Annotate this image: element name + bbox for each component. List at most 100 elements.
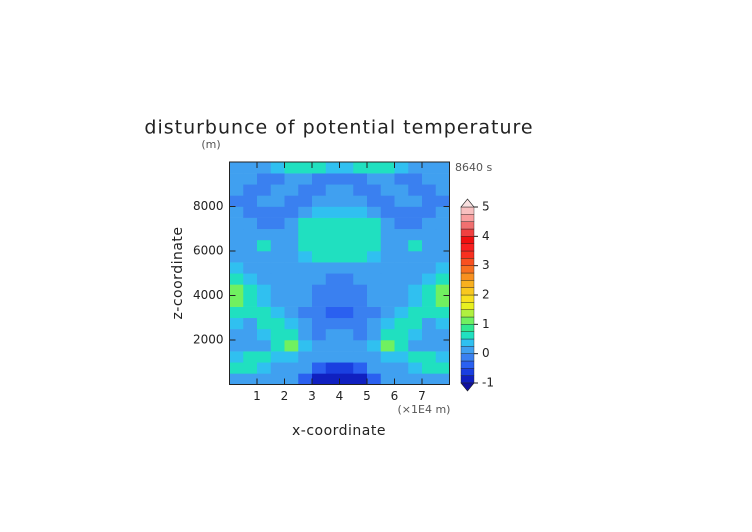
contour-cell [367,340,382,352]
contour-cell [394,328,409,341]
contour-cell [435,328,450,341]
contour-cell [284,217,299,230]
contour-cell [325,340,340,352]
contour-cell [257,328,272,341]
contour-cell [243,206,258,218]
contour-cell [394,362,409,374]
colorbar-segment [460,316,475,325]
contour-cell [367,217,382,230]
contour-cell [298,373,313,385]
contour-cell [367,262,382,274]
contour-cell [270,317,285,330]
contour-cell [284,273,299,285]
contour-cell [243,340,258,352]
contour-cell [298,206,313,218]
contour-cell [435,273,450,285]
contour-cell [353,228,368,241]
contour-cell [229,373,244,385]
contour-cell [339,217,354,230]
contour-cell [229,351,244,363]
contour-cell [312,262,327,274]
contour-cell [339,184,354,196]
contour-cell [243,284,258,296]
contour-cell [229,251,244,263]
contour-cell [339,251,354,263]
contour-cell [394,273,409,285]
contour-cell [394,351,409,363]
contour-cell [298,173,313,185]
contour-cell [243,173,258,185]
contour-cell [325,328,340,341]
contour-cell [270,273,285,285]
contour-cell [284,262,299,274]
contour-cell [435,206,450,218]
contour-cell [408,373,423,385]
contour-cell [408,251,423,263]
contour-cell [380,173,395,185]
contour-cell [422,162,437,174]
contour-cell [257,162,272,174]
contour-cell [229,317,244,330]
contour-cell [298,239,313,252]
contour-cell [380,239,395,252]
x-tick-label: 7 [418,389,426,403]
contour-cell [380,184,395,196]
contour-cell [422,184,437,196]
contour-cell [257,295,272,307]
contour-cell [353,162,368,174]
contour-cell [339,340,354,352]
contour-cell [270,284,285,296]
contour-cell [284,351,299,363]
contour-cell [353,262,368,274]
contour-cell [380,228,395,241]
contour-cell [298,251,313,263]
contour-cell [257,184,272,196]
contour-cell [435,184,450,196]
contour-cell [339,162,354,174]
contour-cell [339,351,354,363]
contour-cell [325,251,340,263]
colorbar-segment [460,287,475,296]
y-tick-label: 4000 [193,288,224,302]
contour-cell [243,351,258,363]
contour-cell [325,273,340,285]
contour-cell [298,351,313,363]
contour-cell [257,284,272,296]
contour-cell [367,184,382,196]
colorbar-tick-label: 0 [482,346,490,360]
contour-cell [270,362,285,374]
contour-cell [284,317,299,330]
contour-cell [229,295,244,307]
contour-cell [394,295,409,307]
contour-cell [312,362,327,374]
colorbar-segment [460,324,475,332]
contour-cell [367,284,382,296]
contour-cell [257,195,272,207]
contour-cell [312,373,327,385]
contour-cell [257,340,272,352]
contour-cell [339,262,354,274]
contour-cell [339,239,354,252]
contour-cell [422,228,437,241]
contour-cell [270,184,285,196]
contour-cell [257,173,272,185]
contour-cell [270,328,285,341]
contour-cell [367,251,382,263]
contour-cell [339,173,354,185]
colorbar-tick-label: -1 [482,376,494,390]
colorbar-segment [460,331,475,340]
colorbar-segment [460,302,475,310]
contour-cell [408,362,423,374]
contour-cell [325,317,340,330]
contour-cell [339,206,354,218]
contour-cell [270,306,285,319]
contour-cell [422,206,437,218]
contour-cell [394,206,409,218]
contour-cell [284,162,299,174]
contour-cell [408,328,423,341]
contour-cell [380,328,395,341]
contour-cell [298,328,313,341]
contour-cell [408,295,423,307]
colorbar-segment [460,280,475,288]
